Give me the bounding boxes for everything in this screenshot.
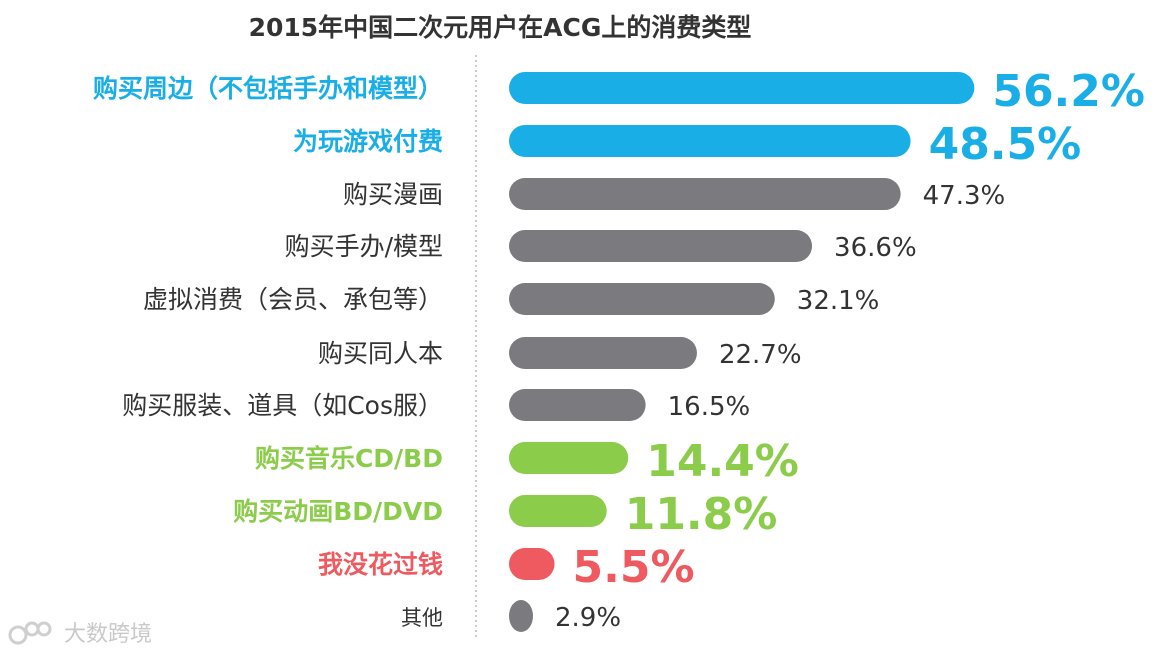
value-label: 2.9% xyxy=(555,603,621,633)
category-label: 购买周边（不包括手办和模型） xyxy=(93,74,443,103)
value-label: 36.6% xyxy=(834,233,917,263)
value-label: 32.1% xyxy=(797,286,880,316)
bar xyxy=(509,442,629,474)
bar xyxy=(509,600,534,632)
watermark: 大数跨境 xyxy=(8,616,152,648)
brand-logo-icon xyxy=(8,621,52,645)
chart-title: 2015年中国二次元用户在ACG上的消费类型 xyxy=(248,13,752,42)
bar xyxy=(509,389,646,421)
bar xyxy=(509,125,911,157)
bar xyxy=(509,72,975,104)
category-label: 购买手办/模型 xyxy=(285,232,443,261)
value-label: 5.5% xyxy=(573,542,695,593)
bar xyxy=(509,230,813,262)
bar xyxy=(509,178,901,210)
category-label: 购买漫画 xyxy=(343,180,443,209)
category-label: 我没花过钱 xyxy=(318,550,443,579)
category-label: 购买服装、道具（如Cos服） xyxy=(122,391,443,420)
value-label: 22.7% xyxy=(719,340,802,370)
bar xyxy=(509,337,697,369)
value-label: 47.3% xyxy=(923,181,1006,211)
bar xyxy=(509,548,555,580)
category-label: 购买动画BD/DVD xyxy=(233,497,443,526)
category-label: 购买音乐CD/BD xyxy=(255,444,443,473)
category-label: 其他 xyxy=(401,606,443,630)
value-label: 56.2% xyxy=(992,66,1145,117)
value-label: 11.8% xyxy=(625,489,778,540)
bar xyxy=(509,283,775,315)
value-label: 16.5% xyxy=(668,392,751,422)
category-label: 虚拟消费（会员、承包等） xyxy=(143,285,443,314)
category-label: 购买同人本 xyxy=(318,339,443,368)
watermark-text: 大数跨境 xyxy=(64,622,153,647)
bar xyxy=(509,495,607,527)
value-label: 48.5% xyxy=(929,119,1082,170)
value-label: 14.4% xyxy=(646,436,799,487)
category-label: 为玩游戏付费 xyxy=(293,127,443,156)
